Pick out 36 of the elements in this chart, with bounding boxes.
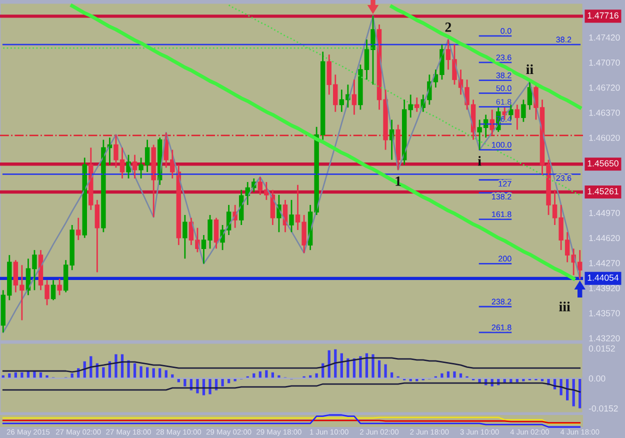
series-label: 50.0 <box>496 85 512 92</box>
y-tick-label: -0.0152 <box>588 405 618 412</box>
series-label: 238.2 <box>492 298 512 304</box>
annotation: 2 <box>445 22 452 32</box>
y-tick-label: 1.47420 <box>589 34 620 41</box>
series-label: 23.6 <box>556 175 572 181</box>
series-label: 0.0 <box>500 28 512 34</box>
y-tick-label: 1.46370 <box>589 110 620 116</box>
series-label: 138.2 <box>492 194 512 200</box>
series-label: 261.8 <box>492 324 512 330</box>
y-tick-label: 0.00 <box>588 375 606 382</box>
ref-line-label: 1.45261 <box>588 188 618 194</box>
series-label: 38.2 <box>496 72 512 78</box>
y-tick-label: 1.46720 <box>589 84 620 91</box>
ref-line-label: 1.47716 <box>588 12 618 19</box>
y-tick-label: 1.43570 <box>589 310 620 316</box>
y-tick-label: 1.46020 <box>589 134 620 141</box>
y-tick-label: 1.47070 <box>589 59 620 66</box>
series-label: 23.6 <box>496 54 512 60</box>
y-tick-label: 1.44270 <box>589 260 620 266</box>
y-tick-label: 1.44970 <box>589 210 620 216</box>
ref-line-label: 1.44054 <box>588 274 619 281</box>
series-label: 61.8 <box>496 98 512 105</box>
annotation: iii <box>559 302 570 312</box>
series-label: 100.0 <box>492 142 512 148</box>
annotation: 1 <box>396 176 401 186</box>
y-tick-label: 1.43220 <box>589 335 620 342</box>
ref-line-label: 1.45650 <box>588 160 618 166</box>
annotation: ii <box>526 64 534 74</box>
series-label: 38.2 <box>556 36 572 42</box>
y-tick-label: 0.0152 <box>588 345 615 352</box>
y-tick-label: 1.44620 <box>589 234 620 242</box>
series-label: 161.8 <box>492 211 512 218</box>
series-label: 200 <box>498 256 512 262</box>
series-label: 127 <box>498 180 512 187</box>
y-tick-label: 1.43920 <box>589 285 620 292</box>
